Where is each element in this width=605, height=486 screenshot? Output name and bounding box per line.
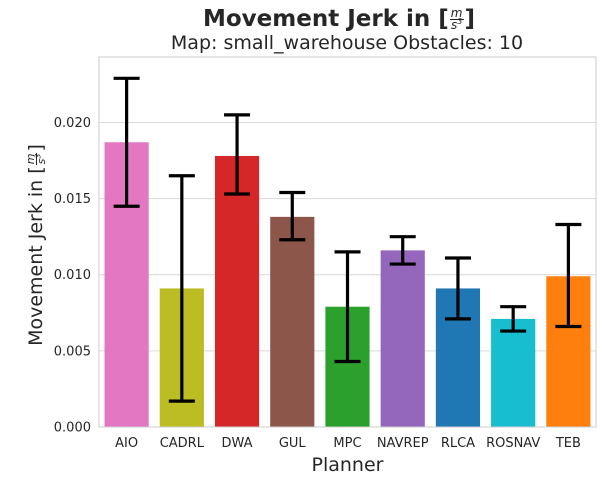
x-tick-label: MPC xyxy=(333,436,361,451)
error-bar-aio xyxy=(113,76,140,208)
error-bar-dwa xyxy=(224,113,251,196)
x-tick-label: ROSNAV xyxy=(486,436,540,451)
error-bar-rosnav xyxy=(500,305,527,333)
y-tick-label: 0.005 xyxy=(54,344,91,359)
error-bar-gul xyxy=(279,190,306,242)
x-tick-labels: AIO CADRL DWA GUL MPC NAVREP RLCA ROSNAV TEB xyxy=(115,436,581,451)
title-unit-fraction: m s3 xyxy=(449,6,464,32)
chart-title: Movement Jerk in [m s3] xyxy=(202,6,476,32)
x-tick-label: CADRL xyxy=(160,436,205,451)
y-tick-labels: 0.000 0.005 0.010 0.015 0.020 xyxy=(54,116,91,436)
y-tick-label: 0.000 xyxy=(54,421,91,436)
error-bar-mpc xyxy=(334,250,361,364)
bar-gul xyxy=(270,216,315,427)
ylabel-unit-fraction: m s3 xyxy=(24,152,48,166)
x-tick-label: NAVREP xyxy=(377,436,429,451)
x-tick-label: GUL xyxy=(279,436,307,451)
error-bar-navrep xyxy=(389,235,416,266)
error-bar-teb xyxy=(555,222,582,329)
error-bar-cadrl xyxy=(168,174,195,403)
error-bars xyxy=(113,76,582,403)
chart-subtitle: Map: small_warehouse Obstacles: 10 xyxy=(170,32,524,54)
plot-area-border xyxy=(98,56,597,428)
error-bar-rlca xyxy=(444,256,471,321)
y-tick-label: 0.015 xyxy=(54,192,91,207)
bars xyxy=(104,142,591,427)
x-tick-label: DWA xyxy=(222,436,253,451)
x-tick-label: TEB xyxy=(555,436,581,451)
y-axis-label: Movement Jerk in [m s3] xyxy=(24,144,48,346)
bar-rosnav xyxy=(491,318,536,427)
y-tick-label: 0.020 xyxy=(54,116,91,131)
bar-navrep xyxy=(380,250,425,427)
x-tick-label: AIO xyxy=(115,436,138,451)
y-tick-label: 0.010 xyxy=(54,268,91,283)
x-tick-label: RLCA xyxy=(441,436,475,451)
x-axis-label: Planner xyxy=(311,454,384,476)
bar-dwa xyxy=(214,155,260,427)
